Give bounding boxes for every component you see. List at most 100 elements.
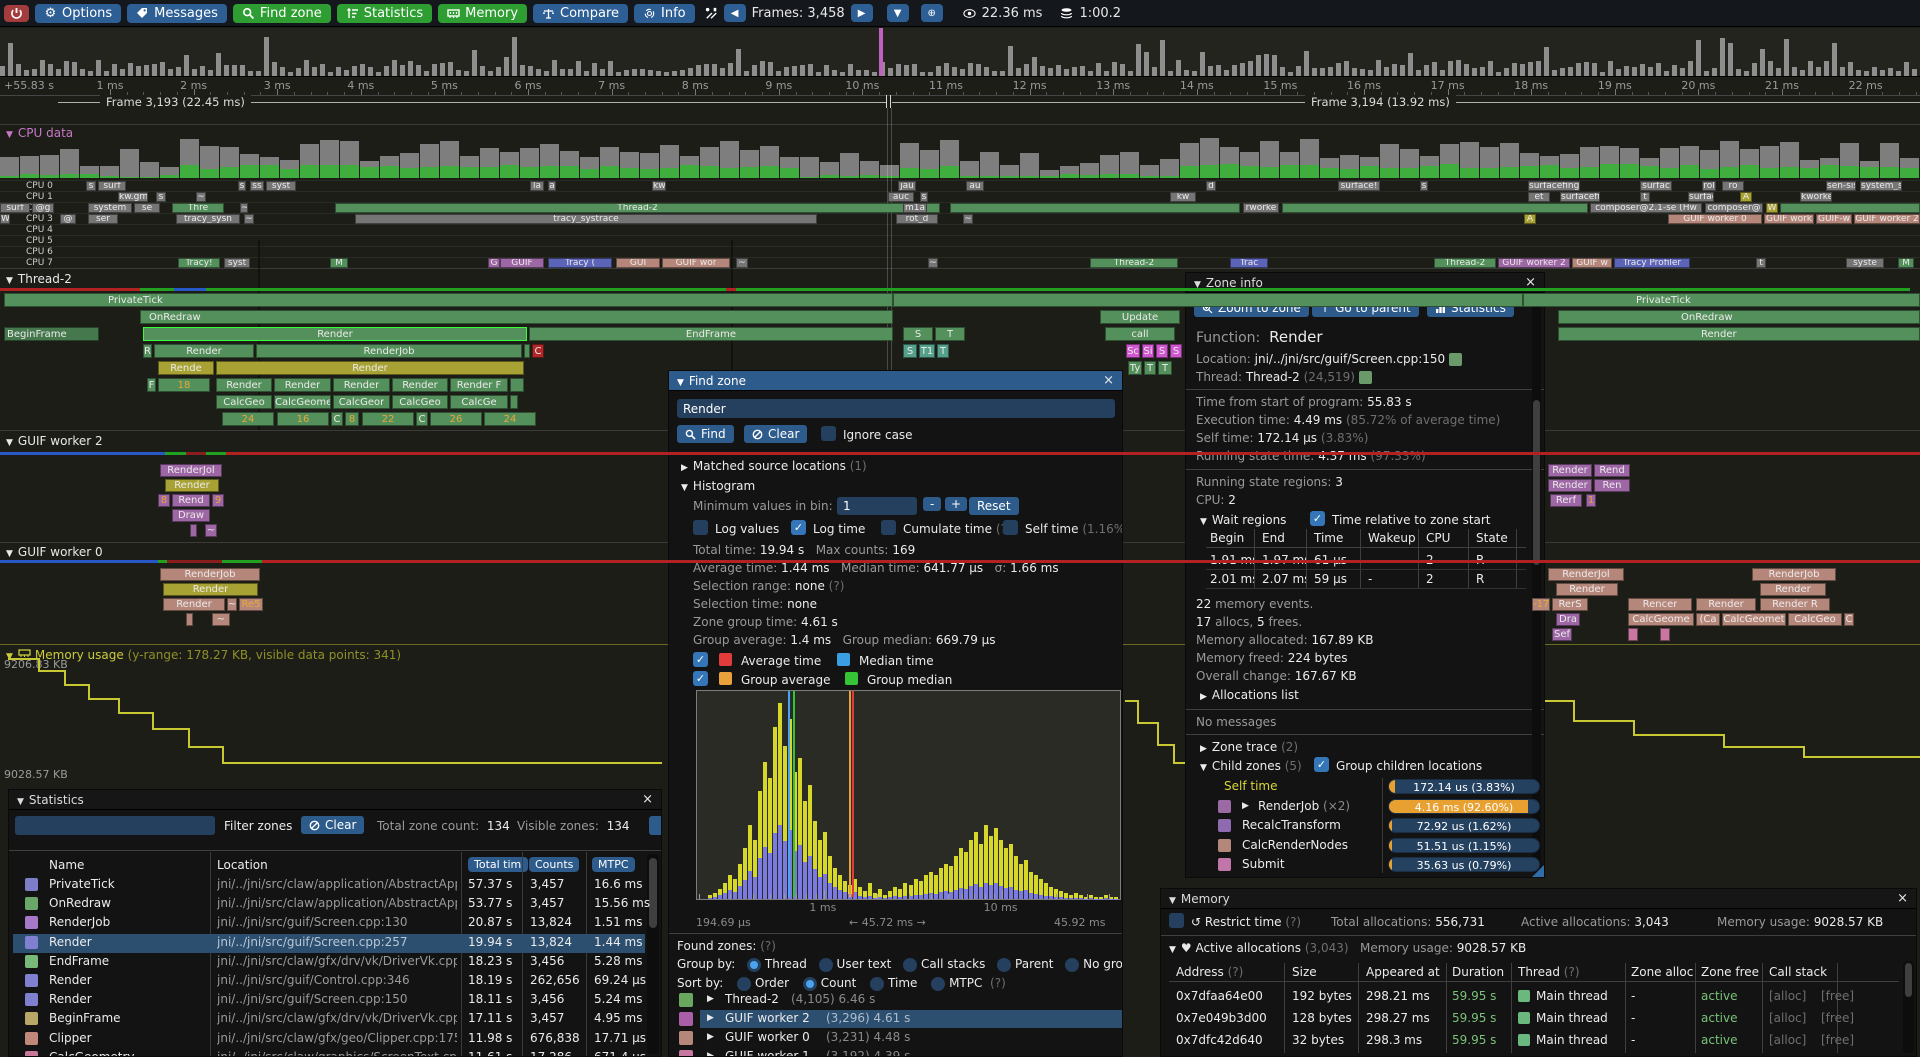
timeline-zone[interactable]	[510, 378, 524, 392]
timeline-zone[interactable]: Render	[163, 583, 258, 596]
timeline-zone[interactable]	[1282, 203, 1588, 213]
child-time-bar[interactable]: 51.51 us (1.15%)	[1388, 837, 1540, 853]
stat-row-name[interactable]: BeginFrame	[49, 1011, 121, 1026]
timeline-zone[interactable]: Render	[216, 378, 272, 392]
timeline-zone[interactable]: ~	[928, 258, 938, 268]
timeline-zone[interactable]: Render F	[450, 378, 508, 392]
group-name[interactable]: GUIF worker 0	[725, 1030, 810, 1044]
stat-row-name[interactable]: Render	[49, 992, 92, 1007]
timeline-zone[interactable]: GUIF w	[1572, 258, 1612, 268]
cumulate-time-checkbox[interactable]	[881, 520, 896, 535]
timeline-zone[interactable]: S	[903, 327, 933, 341]
child-zone-name[interactable]: Submit	[1242, 857, 1285, 871]
timeline-zone[interactable]: CalcGeo	[1788, 613, 1842, 626]
timeline-zone[interactable]: RenderJob	[256, 344, 522, 358]
col-name[interactable]: Name	[49, 858, 85, 872]
timeline-zone[interactable]: Render	[1760, 583, 1826, 596]
timeline-zone[interactable]: call	[1105, 327, 1175, 341]
timeline-zone[interactable]: 16	[277, 412, 329, 426]
find-zone-button[interactable]: Find zone	[232, 3, 331, 23]
timeline-zone[interactable]: syst	[266, 181, 296, 191]
timeline-zone[interactable]: Render	[216, 361, 524, 375]
scrollbar[interactable]	[647, 854, 659, 1054]
group-name[interactable]: Thread-2	[725, 992, 779, 1006]
timeline-zone[interactable]	[893, 293, 1523, 307]
timeline-zone[interactable]: G	[488, 258, 500, 268]
timeline-zone[interactable]: W	[1766, 203, 1778, 213]
timeline-zone[interactable]: Si	[1142, 344, 1154, 358]
clear-filter-button[interactable]: Clear	[301, 816, 365, 834]
timeline-zone[interactable]: T	[937, 344, 949, 358]
info-button[interactable]: Info	[634, 3, 695, 23]
timeline-zone[interactable]: Update	[1100, 310, 1180, 324]
timeline-zone[interactable]: surfacefinge	[1560, 192, 1600, 202]
timeline-zone[interactable]: EndFrame	[529, 327, 893, 341]
wait-col-header[interactable]: State	[1476, 531, 1508, 545]
memory-cell-callstack[interactable]: [free]	[1821, 1011, 1855, 1025]
timeline-zone[interactable]: Draw	[172, 509, 210, 522]
group-children-checkbox[interactable]	[1314, 757, 1329, 772]
timeline-zone[interactable]: RenderJob	[1752, 568, 1836, 581]
timeline-zone[interactable]: Tracy Profiler	[1614, 258, 1690, 268]
expand-triangle-icon[interactable]: ▶	[707, 1051, 714, 1057]
timeline-zone[interactable]: tracy_systrace	[355, 214, 817, 224]
goto-frame-button[interactable]: ⊕	[920, 4, 943, 22]
memory-cell-callstack[interactable]: [free]	[1821, 989, 1855, 1003]
reset-button[interactable]: Reset	[969, 497, 1019, 515]
group-by-callstacks-radio[interactable]	[903, 957, 918, 972]
timeline-zone[interactable]: s	[238, 181, 246, 191]
compare-button[interactable]: Compare	[533, 3, 629, 23]
timeline-zone[interactable]: 1	[1586, 494, 1596, 507]
timeline-zone[interactable]: Render	[1548, 479, 1592, 492]
timeline-zone[interactable]: Tracy (	[548, 258, 612, 268]
timeline-zone[interactable]: ~	[963, 214, 973, 224]
timeline-zone[interactable]: GUIF worker 2	[1854, 214, 1920, 224]
wait-col-header[interactable]: End	[1262, 531, 1285, 545]
memory-usage-header[interactable]: Memory usage (y-range: 178.27 KB, visibl…	[6, 647, 401, 662]
child-zones-row[interactable]: Child zones (5)	[1200, 759, 1302, 773]
timeline-zone[interactable]: Render R	[1760, 598, 1830, 611]
timeline-zone[interactable]: T	[935, 327, 965, 341]
timeline-zone[interactable]: GUIF	[500, 258, 544, 268]
timeline-zone[interactable]: CalcGeome	[1628, 613, 1694, 626]
timeline-zone[interactable]: t	[1756, 258, 1766, 268]
stat-row-name[interactable]: Render	[49, 934, 92, 949]
timeline-zone[interactable]: ser	[88, 214, 118, 224]
clear-button[interactable]: Clear	[744, 425, 808, 443]
timeline-zone[interactable]: Sc	[1126, 344, 1140, 358]
wait-col-header[interactable]: Begin	[1210, 531, 1245, 545]
timeline-zone[interactable]: surf	[0, 203, 30, 213]
timeline-zone[interactable]: Render	[165, 479, 219, 492]
close-icon[interactable]: ×	[1525, 275, 1536, 290]
timeline-zone[interactable]: T	[1158, 361, 1172, 375]
timeline-zone[interactable]: GUIF wor	[662, 258, 730, 268]
timeline-zone[interactable]: ~	[227, 598, 237, 611]
timeline-zone[interactable]: GUIF-w	[1816, 214, 1852, 224]
timeline-zone[interactable]: C	[532, 344, 544, 358]
active-allocations-section[interactable]: ♥ Active allocations (3,043) Memory usag…	[1169, 941, 1526, 955]
current-frame-marker[interactable]	[879, 28, 883, 76]
memory-col-header[interactable]: Duration	[1452, 965, 1505, 979]
timeline-zone[interactable]: surf	[98, 181, 126, 191]
timeline-zone[interactable]: W	[0, 214, 10, 224]
timeline-zone[interactable]: S	[903, 344, 917, 358]
child-zone-name[interactable]: CalcRenderNodes	[1242, 837, 1348, 852]
wait-col-header[interactable]: Time	[1314, 531, 1344, 545]
memory-cell-zone-free[interactable]: active	[1701, 989, 1738, 1003]
timeline-zone[interactable]: Render	[163, 598, 225, 611]
group-name[interactable]: GUIF worker 2	[725, 1011, 810, 1025]
timeline-zone[interactable]: RerS	[1552, 598, 1588, 611]
timeline-zone[interactable]: OnRedraw	[1558, 310, 1920, 324]
scrollbar[interactable]	[1903, 961, 1914, 1053]
timeline-zone[interactable]: ro	[1722, 181, 1744, 191]
cpu-data-header[interactable]: CPU data	[6, 126, 73, 140]
decrement-button[interactable]: -	[923, 497, 942, 511]
timeline-zone[interactable]: F	[147, 378, 156, 392]
memory-cell-callstack[interactable]: [alloc]	[1769, 989, 1807, 1003]
wait-regions-row[interactable]: Wait regions	[1200, 513, 1287, 527]
timeline-zone[interactable]: GUI	[616, 258, 660, 268]
find-zone-titlebar[interactable]: Find zone×	[669, 371, 1122, 391]
matched-locations-row[interactable]: Matched source locations (1)	[681, 459, 867, 473]
memory-col-header[interactable]: Address (?)	[1176, 965, 1244, 979]
stat-row-name[interactable]: Render	[49, 973, 92, 987]
